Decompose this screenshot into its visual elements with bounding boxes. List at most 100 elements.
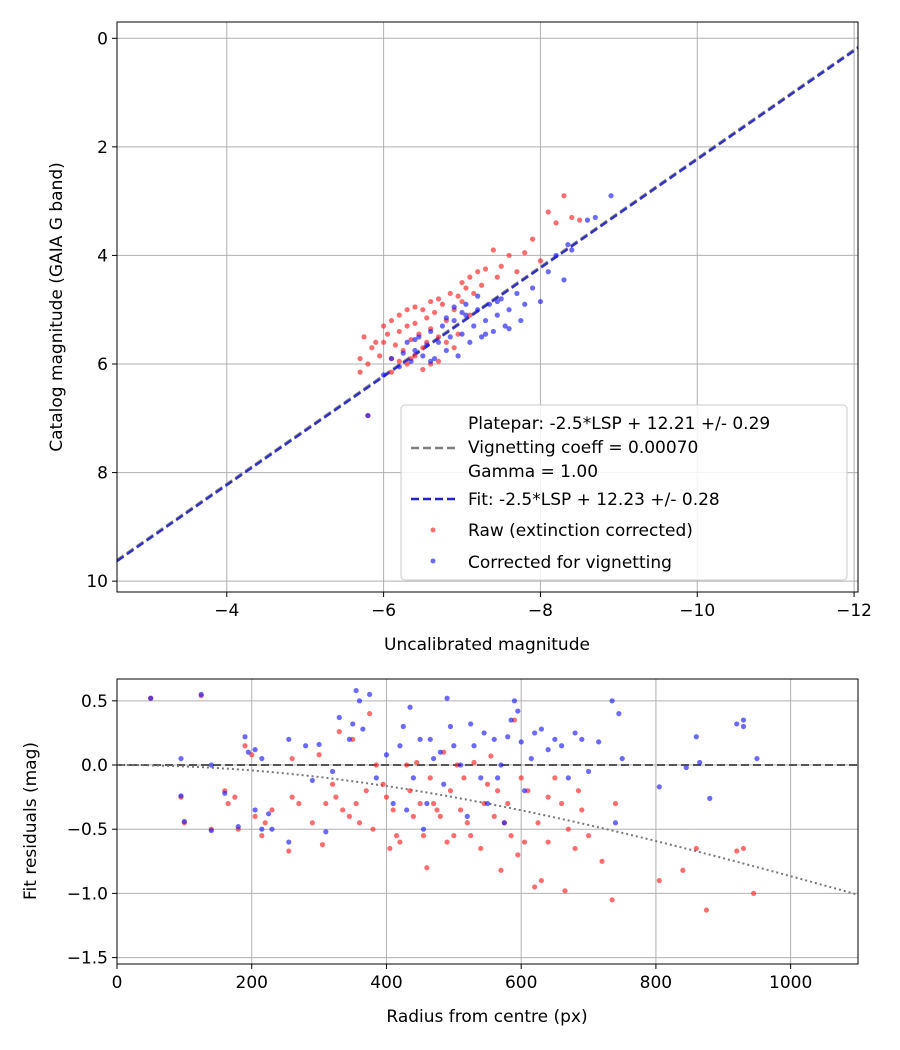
raw-point <box>388 317 395 324</box>
corrected-point <box>471 323 477 329</box>
raw-point <box>494 274 500 280</box>
corrected-point <box>609 698 615 704</box>
corrected-point <box>416 334 422 340</box>
raw-point <box>357 355 363 362</box>
raw-point <box>490 247 496 253</box>
corrected-point <box>309 777 315 784</box>
raw-point <box>505 800 511 807</box>
x-tick-label: −10 <box>679 601 715 621</box>
raw-point <box>471 759 477 766</box>
corrected-point <box>518 739 524 745</box>
corrected-point <box>439 323 446 329</box>
corrected-point <box>208 762 214 768</box>
raw-point <box>384 331 391 337</box>
raw-point <box>356 820 363 826</box>
raw-point <box>703 907 710 913</box>
raw-point <box>561 193 567 199</box>
x-tick-label: 600 <box>505 973 537 993</box>
corrected-point <box>479 334 485 340</box>
corrected-point <box>404 339 410 345</box>
corrected-point <box>451 304 457 310</box>
raw-point <box>553 220 559 226</box>
corrected-point <box>656 784 662 790</box>
raw-point <box>515 852 521 858</box>
corrected-point <box>222 790 228 796</box>
raw-point <box>575 788 582 794</box>
corrected-point <box>596 739 602 745</box>
corrected-point <box>412 347 418 354</box>
corrected-point <box>148 695 154 701</box>
corrected-point <box>431 755 437 762</box>
raw-point <box>392 342 398 348</box>
corrected-point <box>451 743 457 749</box>
corrected-point <box>521 788 528 794</box>
corrected-point <box>616 711 622 717</box>
x-tick-label: −6 <box>371 601 396 621</box>
raw-point <box>340 807 346 813</box>
corrected-point <box>584 217 591 223</box>
top-corrected-points <box>365 193 614 419</box>
corrected-point <box>501 820 507 826</box>
raw-point <box>612 800 619 807</box>
corrected-point <box>178 755 184 762</box>
raw-point <box>740 845 747 852</box>
top-legend: Platepar: -2.5*LSP + 12.21 +/- 0.29 Vign… <box>400 404 848 581</box>
raw-point <box>383 794 390 800</box>
raw-point <box>537 258 544 264</box>
raw-point <box>463 285 469 291</box>
raw-point <box>514 269 520 275</box>
corrected-point <box>537 298 544 305</box>
corrected-point <box>494 312 500 318</box>
top-raw-points <box>357 193 583 419</box>
corrected-point <box>447 334 453 340</box>
raw-point <box>396 358 402 364</box>
raw-point <box>377 353 383 359</box>
corrected-point <box>515 708 521 714</box>
top-ticks: −4 −6 −8 −10 −12 0 2 4 6 8 10 <box>86 29 872 621</box>
corrected-point <box>475 293 481 299</box>
corrected-point <box>697 759 703 766</box>
corrected-point <box>242 734 248 740</box>
raw-point <box>532 884 538 890</box>
x-tick-label: 800 <box>640 973 672 993</box>
raw-point <box>572 845 578 852</box>
corrected-point <box>482 331 489 337</box>
corrected-point <box>404 807 410 813</box>
x-tick-label: −12 <box>836 601 872 621</box>
corrected-point <box>494 298 500 305</box>
y-tick-label: 0 <box>97 29 108 49</box>
corrected-point <box>346 736 353 742</box>
raw-point <box>404 307 410 313</box>
raw-point <box>420 307 426 313</box>
raw-point <box>521 839 528 845</box>
legend-platepar-line2: Vignetting coeff = 0.00070 <box>468 438 698 458</box>
raw-point <box>562 888 568 894</box>
y-tick-label: 10 <box>86 572 108 592</box>
corrected-point <box>400 350 406 356</box>
corrected-point <box>336 714 342 721</box>
raw-point <box>464 820 470 826</box>
raw-point <box>396 328 402 335</box>
corrected-point <box>569 247 575 253</box>
raw-point <box>443 339 449 345</box>
raw-point <box>424 865 430 871</box>
raw-point <box>286 848 292 854</box>
raw-point <box>365 361 371 367</box>
raw-point <box>475 269 481 275</box>
corrected-point <box>400 723 406 730</box>
raw-point <box>369 345 375 351</box>
corrected-point <box>259 755 265 762</box>
corrected-point <box>468 721 474 727</box>
raw-point <box>296 800 302 807</box>
raw-point <box>447 788 454 794</box>
raw-point <box>435 358 442 364</box>
legend-platepar-line1: Platepar: -2.5*LSP + 12.21 +/- 0.29 <box>468 414 770 434</box>
bottom-plot-frame <box>116 678 859 965</box>
raw-point <box>461 775 467 781</box>
corrected-point <box>451 317 457 324</box>
raw-point <box>319 842 326 848</box>
raw-point <box>262 820 268 826</box>
raw-point <box>506 252 512 259</box>
raw-point <box>559 800 565 807</box>
